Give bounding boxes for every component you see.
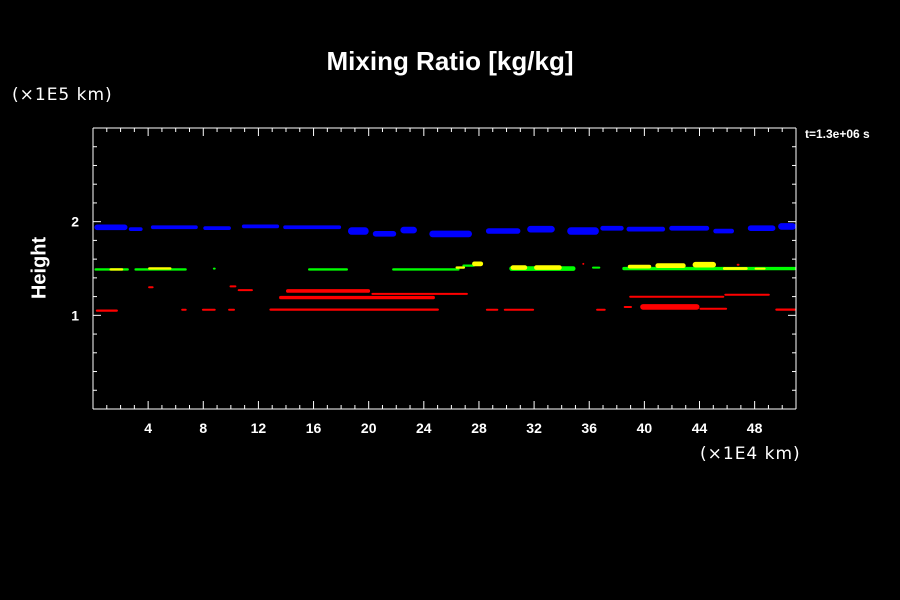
chart-title: Mixing Ratio [kg/kg] [326,46,574,76]
data-band-3-13 [596,308,606,311]
data-band-2-9 [722,267,748,270]
data-band-1-2 [212,267,216,270]
x-tick-label: 36 [581,420,597,436]
data-band-3-6 [237,289,253,292]
x-tick-label: 20 [361,420,377,436]
x-tick-label: 32 [526,420,542,436]
data-band-2-10 [754,267,766,270]
data-band-1-4 [392,268,460,271]
data-band-0-7 [372,231,397,237]
data-band-0-18 [778,223,796,230]
data-band-0-3 [203,226,231,230]
data-band-2-4 [510,265,528,270]
data-band-1-3 [308,268,348,271]
y-axis-unit-label: (×1E5 km) [12,85,113,105]
data-band-0-4 [241,224,280,229]
data-band-0-9 [429,230,472,238]
data-band-3-18 [724,293,770,296]
data-band-0-0 [94,224,128,231]
data-band-0-16 [713,228,734,234]
data-band-3-3 [201,308,216,311]
data-band-0-11 [527,225,555,233]
time-label: t=1.3e+06 s [805,127,870,141]
x-tick-label: 12 [251,420,267,436]
data-band-2-2 [455,266,466,269]
data-band-1-7 [592,266,601,269]
data-band-3-20 [582,262,585,265]
data-band-3-12 [503,308,535,311]
data-band-3-19 [775,308,796,311]
data-band-2-8 [692,261,716,268]
data-band-1-5 [462,264,475,267]
x-tick-label: 44 [692,420,708,436]
data-band-3-14 [623,306,632,308]
data-band-2-7 [655,263,686,268]
data-band-0-14 [626,226,666,232]
data-band-3-5 [229,285,237,288]
x-tick-label: 24 [416,420,432,436]
data-band-0-8 [400,226,417,234]
x-tick-label: 28 [471,420,487,436]
data-band-2-5 [534,265,562,270]
x-tick-label: 40 [637,420,653,436]
data-band-3-15 [629,295,725,298]
data-band-3-9 [279,295,435,300]
data-band-0-17 [747,225,776,231]
data-band-0-6 [348,227,369,235]
data-band-3-8 [286,289,371,293]
x-axis-unit-label: (×1E4 km) [700,444,801,464]
data-band-2-6 [627,264,652,269]
data-band-0-5 [283,225,342,230]
data-band-3-1 [148,286,154,289]
data-band-3-11 [485,308,499,311]
data-band-0-10 [485,228,521,234]
data-band-3-17 [699,307,728,310]
data-band-3-10 [371,292,468,295]
x-tick-label: 48 [747,420,763,436]
x-tick-label: 16 [306,420,322,436]
data-band-3-7 [269,308,439,311]
data-band-0-12 [567,227,599,235]
data-band-0-13 [600,225,624,231]
data-band-3-0 [95,309,118,312]
data-band-0-2 [150,225,198,230]
x-tick-label: 8 [199,420,207,436]
y-tick-label: 1 [71,307,79,323]
data-band-0-15 [669,225,710,231]
data-band-3-16 [640,304,700,310]
x-tick-label: 4 [144,420,152,436]
data-band-2-1 [148,267,172,270]
data-band-2-3 [472,261,484,267]
data-band-3-2 [181,308,187,311]
y-tick-label: 2 [71,214,79,230]
data-band-3-4 [228,308,235,311]
data-band-3-21 [736,263,740,266]
data-band-2-0 [109,268,124,271]
data-band-0-1 [128,227,143,231]
